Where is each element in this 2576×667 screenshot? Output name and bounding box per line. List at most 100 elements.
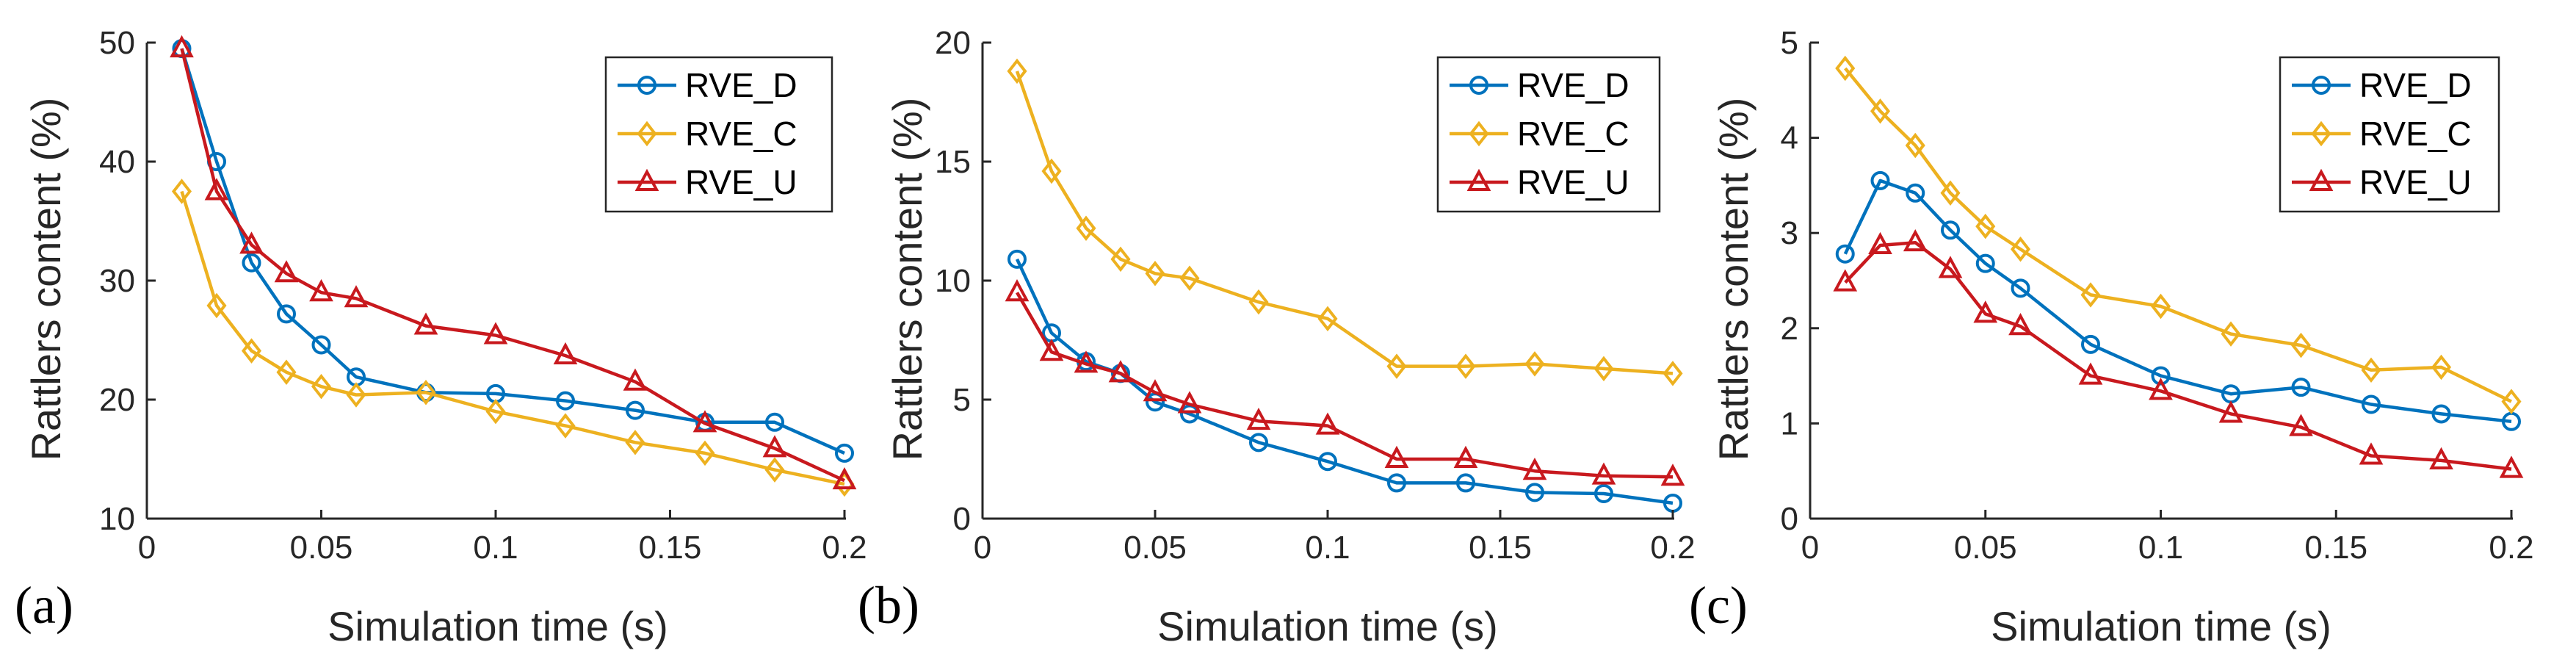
data-point	[239, 231, 264, 254]
data-point	[1110, 246, 1131, 273]
x-tick-label: 0.15	[1469, 530, 1532, 566]
data-point	[634, 168, 659, 191]
data-point	[1835, 244, 1855, 264]
data-point	[1469, 120, 1489, 147]
data-point	[2429, 447, 2453, 469]
x-tick-label: 0	[138, 530, 156, 566]
data-point	[1522, 458, 1547, 480]
data-point	[2081, 334, 2100, 354]
series-line	[1844, 240, 2512, 471]
y-tick-label: 50	[99, 25, 135, 61]
y-tick-label: 0	[953, 501, 971, 537]
data-point	[2078, 362, 2103, 385]
data-point	[1145, 261, 1165, 286]
x-tick-label: 0.2	[822, 530, 866, 566]
legend-entry-label: RVE_D	[2359, 66, 2472, 104]
data-point	[2499, 455, 2524, 478]
data-point	[344, 285, 369, 308]
data-point	[555, 413, 576, 439]
chart-panel-c: 0 0.05 0.1 0.15 0.2 0 1 2 3 4 5 Simulation time (s)…	[1689, 25, 2534, 649]
data-point	[2150, 293, 2171, 320]
y-tick-label: 10	[99, 501, 135, 537]
legend-entry-label: RVE_D	[1517, 66, 1629, 104]
y-tick-label: 3	[1781, 215, 1798, 251]
x-axis-label: Simulation time (s)	[328, 603, 668, 649]
data-point	[2151, 366, 2171, 386]
y-tick-label: 15	[935, 144, 971, 180]
legend-entry-label: RVE_U	[1517, 163, 1629, 201]
data-point	[1318, 452, 1337, 472]
data-point	[1108, 360, 1133, 383]
y-axis-label: Rattlers content (%)	[23, 98, 69, 461]
data-point	[2309, 168, 2334, 191]
data-point	[1076, 215, 1096, 241]
series-line	[180, 190, 845, 486]
data-point	[1386, 353, 1407, 379]
data-point	[1940, 180, 1961, 206]
y-tick-label: 4	[1781, 120, 1798, 156]
x-tick-label: 0.05	[1124, 530, 1187, 566]
data-point	[311, 373, 332, 400]
data-point	[2501, 389, 2522, 414]
data-point	[170, 35, 194, 58]
legend-entry-label: RVE_C	[2359, 115, 2472, 153]
data-point	[1906, 183, 1925, 203]
legend: RVE_D RVE_C RVE_U	[2279, 56, 2500, 213]
data-point	[1249, 433, 1268, 453]
data-point	[1007, 58, 1027, 84]
data-point	[416, 380, 436, 405]
data-point	[1039, 339, 1064, 361]
data-point	[346, 382, 366, 408]
y-axis-label: Rattlers content (%)	[1710, 98, 1756, 461]
data-point	[553, 342, 578, 365]
data-point	[1387, 473, 1406, 493]
data-point	[2011, 278, 2030, 298]
data-point	[2289, 414, 2313, 436]
y-tick-label: 5	[953, 382, 971, 418]
data-point	[2311, 120, 2331, 147]
data-point	[204, 178, 229, 201]
series-line	[1015, 71, 1674, 375]
data-point	[2010, 236, 2031, 262]
data-point	[1466, 168, 1491, 191]
series-rve-c	[1007, 58, 1683, 386]
data-point	[623, 368, 648, 391]
data-point	[1007, 249, 1027, 269]
data-point	[1384, 445, 1409, 468]
y-tick-label: 2	[1781, 311, 1798, 347]
data-point	[1455, 353, 1476, 379]
data-point	[206, 292, 227, 319]
data-point	[1870, 170, 1890, 190]
series-rve-u	[170, 35, 857, 490]
data-point	[485, 398, 506, 425]
data-point	[637, 120, 657, 147]
data-point	[1143, 379, 1168, 402]
x-tick-label: 0.05	[290, 530, 353, 566]
data-point	[2362, 394, 2381, 414]
panel-label: (b)	[858, 576, 919, 635]
data-point	[171, 179, 192, 204]
legend-entry-label: RVE_D	[685, 66, 797, 104]
data-point	[1868, 231, 1892, 255]
legend-entry-label: RVE_U	[2359, 163, 2472, 201]
series-rve-u	[1833, 228, 2524, 478]
legend-entry-label: RVE_U	[685, 163, 797, 201]
data-point	[625, 430, 645, 455]
legend-entry-label: RVE_C	[1517, 115, 1629, 153]
data-point	[309, 279, 333, 302]
data-point	[2008, 313, 2033, 336]
series-line	[1016, 292, 1674, 479]
x-tick-label: 0.1	[473, 530, 518, 566]
data-point	[274, 260, 299, 283]
x-tick-label: 0.1	[2138, 530, 2183, 566]
chart-panel-b: 0 0.05 0.1 0.15 0.2 0 5 10 15 20 Simulation time (…	[858, 25, 1696, 649]
data-point	[1833, 269, 1858, 292]
data-point	[556, 391, 575, 411]
series-rve-u	[1005, 279, 1685, 486]
chart-panel-a: 0 0.05 0.1 0.15 0.2 10 20 30 40 50 Simulation time…	[15, 25, 867, 649]
data-point	[1041, 158, 1062, 184]
data-point	[2431, 404, 2451, 424]
y-tick-label: 20	[99, 382, 135, 418]
y-axis-label: Rattlers content (%)	[884, 98, 930, 461]
